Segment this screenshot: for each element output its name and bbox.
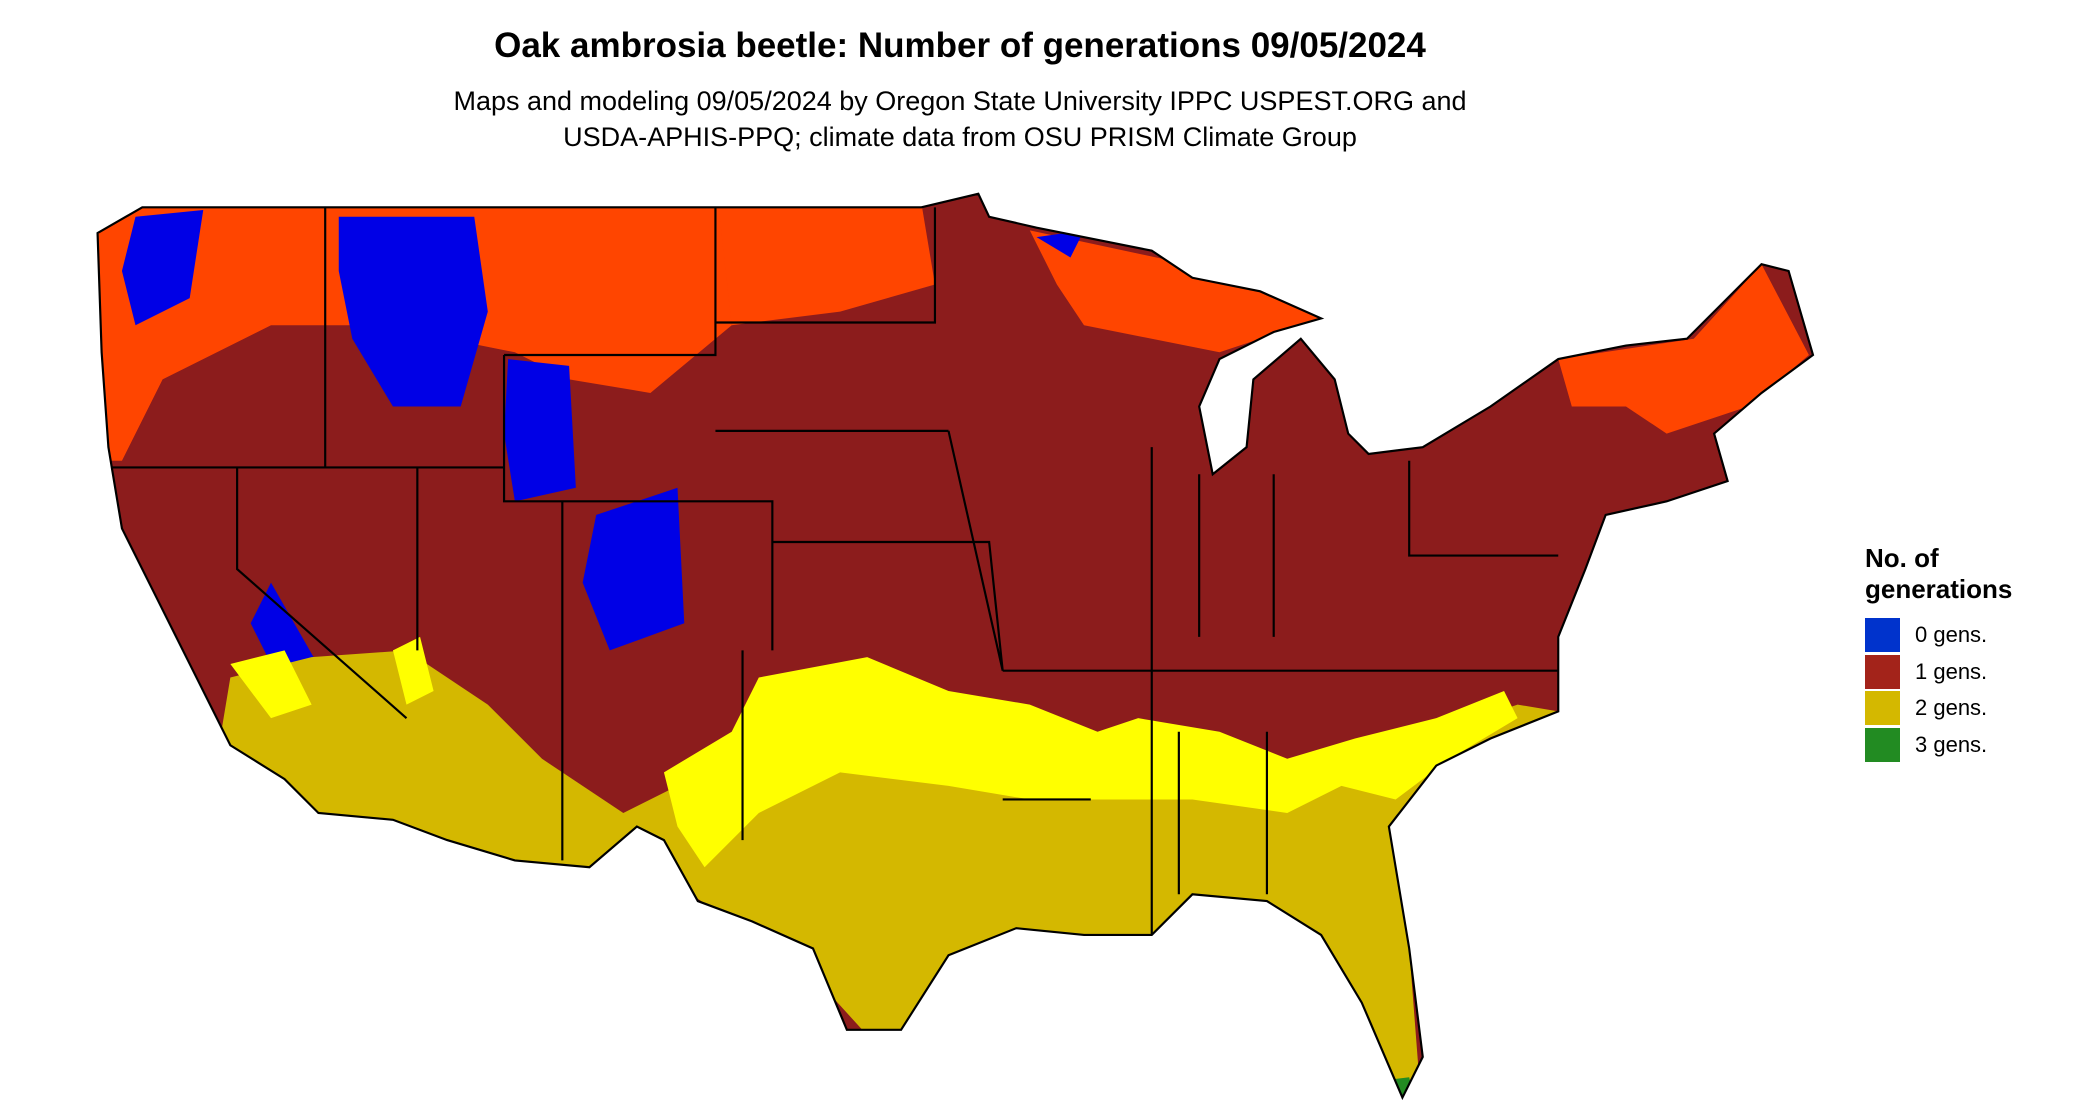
subtitle: USDA-APHIS-PPQ; climate data from OSU PR… (563, 122, 1357, 152)
state-borders (96, 192, 1815, 1101)
legend-swatch (1865, 654, 1900, 689)
subtitle: Maps and modeling 09/05/2024 by Oregon S… (453, 86, 1467, 116)
map-title: Oak ambrosia beetle: Number of generatio… (494, 26, 1426, 65)
legend-swatch (1865, 691, 1900, 726)
legend-swatch (1865, 727, 1900, 762)
legend-title: No. of generations (1865, 543, 2013, 604)
region-3-gen (1355, 1077, 1416, 1098)
region-2-gen-light (230, 636, 1518, 868)
legend-label: 3 gens. (1915, 731, 1988, 757)
legend-label: 2 gens. (1915, 695, 1988, 721)
state-line (111, 207, 1559, 935)
legend-label: 0 gens. (1915, 622, 1988, 647)
region-0-gen (121, 210, 1084, 692)
legend-swatch (1865, 618, 1900, 652)
us-outline (96, 192, 1815, 1101)
legend-label: 1 gens. (1915, 658, 1988, 684)
region-warm-1-gen (718, 203, 1809, 434)
